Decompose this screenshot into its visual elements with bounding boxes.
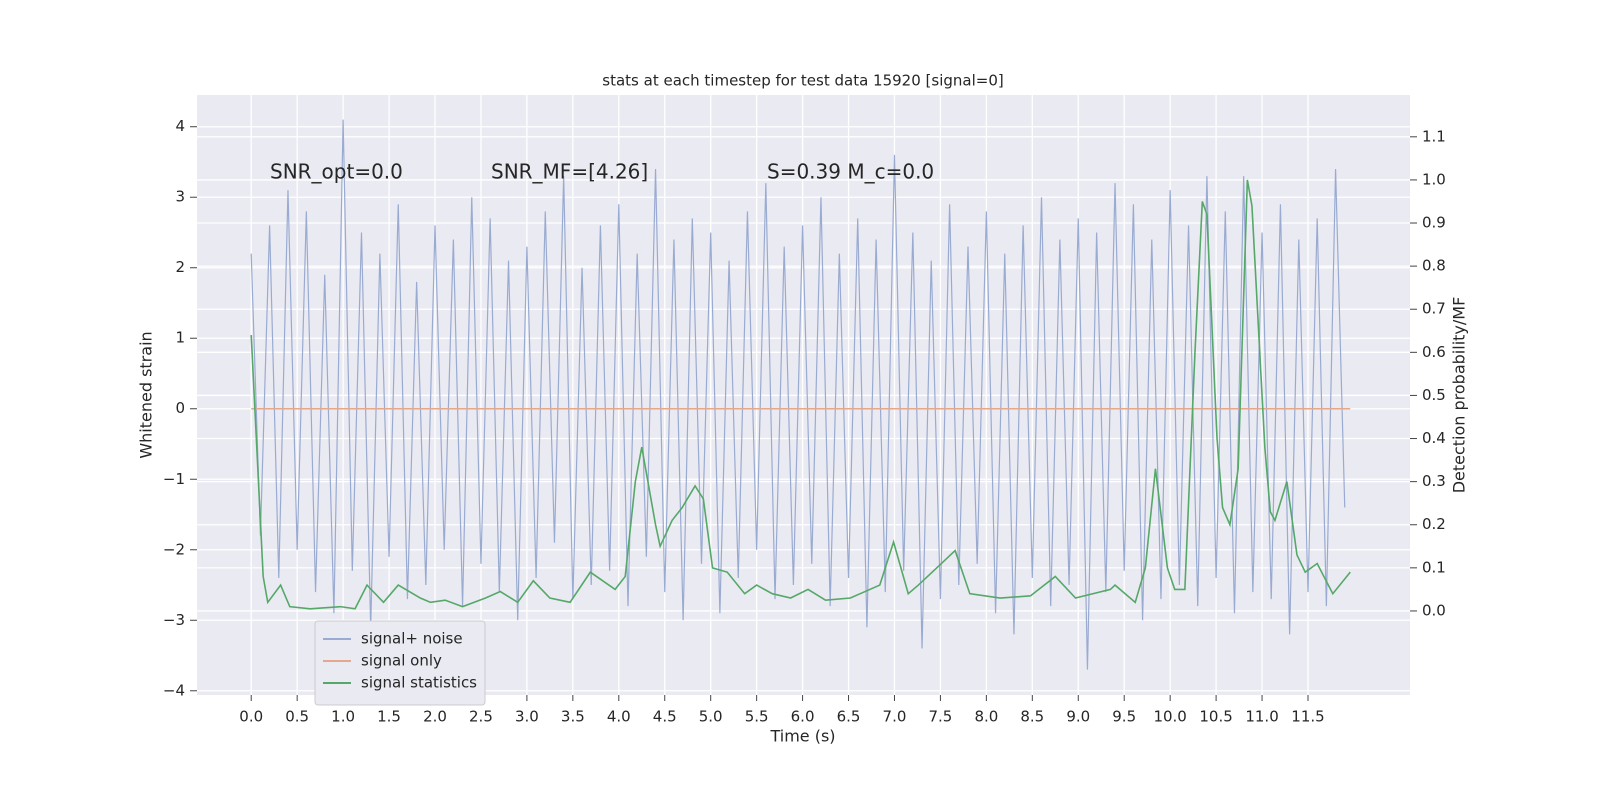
x-tick-label: 1.5 [377,708,401,726]
legend: signal+ noise signal only signal statistic… [314,620,486,706]
y2-tick-label: 0.6 [1422,343,1446,361]
x-tick-label: 11.0 [1245,708,1278,726]
x-tick-label: 2.0 [423,708,447,726]
x-tick-label: 9.0 [1066,708,1090,726]
y2-axis-label: Detection probability/MF [1450,297,1469,494]
x-tick-label: 9.5 [1112,708,1136,726]
y-tick-label: 0 [175,399,185,417]
y2-tick-label: 1.0 [1422,170,1446,188]
x-axis-label: Time (s) [769,727,835,746]
x-tick-label: 5.0 [699,708,723,726]
x-tick-label: 4.5 [653,708,677,726]
y-tick-label: −2 [163,540,185,558]
x-tick-label: 4.0 [607,708,631,726]
y-tick-label: −4 [163,681,185,699]
y-tick-label: −3 [163,611,185,629]
y2-tick-label: 0.9 [1422,214,1446,232]
y2-tick-label: 0.3 [1422,472,1446,490]
chart-title: stats at each timestep for test data 159… [602,72,1003,90]
annotation: SNR_opt=0.0 [270,160,403,184]
x-tick-label: 6.5 [837,708,861,726]
y2-tick-label: 0.7 [1422,300,1446,318]
x-tick-label: 0.0 [239,708,263,726]
x-tick-label: 3.5 [561,708,585,726]
x-tick-label: 7.5 [928,708,952,726]
series-line [250,179,1351,610]
x-tick-label: 11.5 [1291,708,1324,726]
x-tick-label: 8.5 [1020,708,1044,726]
x-tick-label: 0.5 [285,708,309,726]
x-tick-label: 1.0 [331,708,355,726]
legend-label: signal+ noise [361,630,463,648]
annotation: S=0.39 M_c=0.0 [767,160,934,184]
y2-tick-label: 0.2 [1422,515,1446,533]
y2-tick-label: 1.1 [1422,127,1446,145]
annotation: SNR_MF=[4.26] [491,160,648,184]
x-tick-label: 8.0 [974,708,998,726]
legend-label: signal only [361,652,442,670]
y-tick-label: 2 [175,258,185,276]
y2-tick-label: 0.1 [1422,558,1446,576]
x-tick-label: 6.0 [791,708,815,726]
legend-label: signal statistics [361,674,477,692]
y2-tick-label: 0.8 [1422,257,1446,275]
y-tick-label: 4 [175,117,185,135]
y-tick-label: 1 [175,329,185,347]
y2-tick-label: 0.5 [1422,386,1446,404]
y2-tick-label: 0.0 [1422,601,1446,619]
x-tick-label: 7.0 [883,708,907,726]
y2-tick-label: 0.4 [1422,429,1446,447]
x-tick-label: 10.5 [1199,708,1232,726]
x-tick-label: 3.0 [515,708,539,726]
x-tick-label: 2.5 [469,708,493,726]
y-tick-label: 3 [175,188,185,206]
y-axis-label: Whitened strain [137,331,156,458]
legend-box [314,620,486,706]
x-tick-label: 10.0 [1153,708,1186,726]
y-tick-label: −1 [163,470,185,488]
x-tick-label: 5.5 [745,708,769,726]
